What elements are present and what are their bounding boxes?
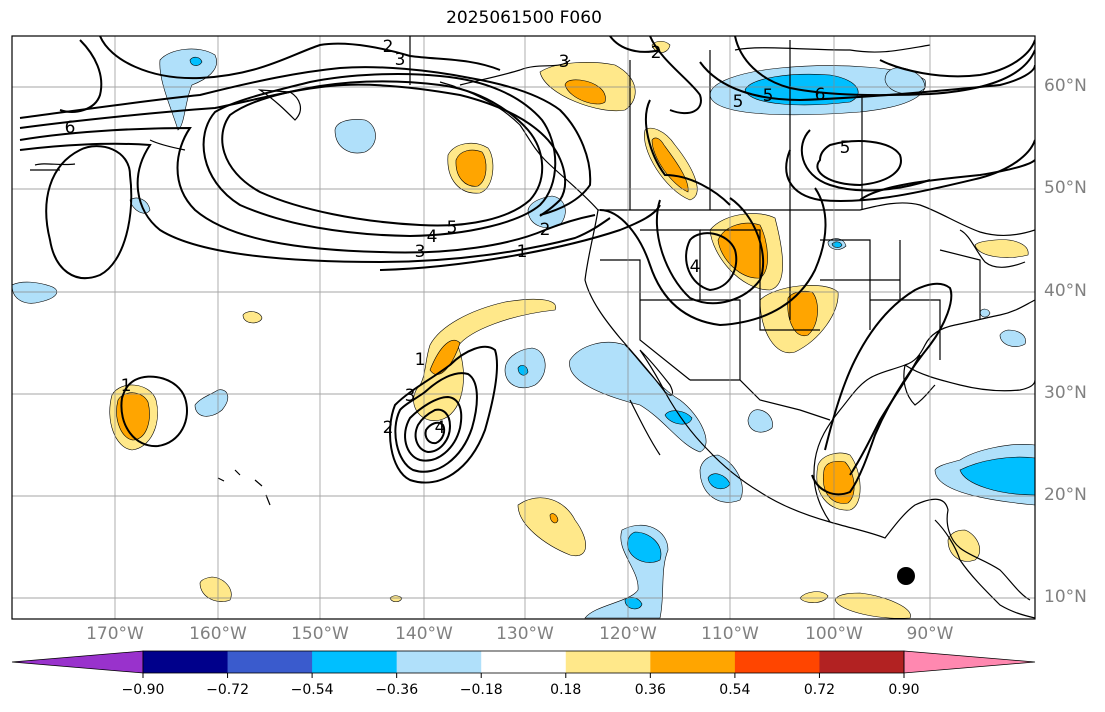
colorbar-segment: [227, 651, 313, 673]
colorbar-tick-label: −0.72: [206, 682, 249, 698]
contour-label: 5: [840, 138, 851, 158]
contour-label: 3: [415, 242, 426, 262]
contour-label: 3: [559, 52, 570, 72]
colorbar-extend-high: [903, 650, 1036, 674]
longitude-label: 150°W: [291, 624, 349, 644]
longitude-label: 140°W: [395, 624, 453, 644]
colorbar-tick-label: −0.18: [459, 682, 503, 698]
longitude-label: 90°W: [906, 624, 954, 644]
map-frame: [11, 35, 1036, 620]
longitude-label: 100°W: [805, 624, 863, 644]
contour-label: 6: [815, 85, 826, 105]
colorbar-segment: [819, 651, 905, 673]
location-marker: [897, 567, 915, 585]
colorbar-tick-label: −0.54: [290, 682, 334, 698]
contour-label: 5: [447, 218, 458, 238]
contour-label: 2: [651, 43, 662, 63]
colorbar-segment: [396, 651, 482, 673]
contour-label: 6: [65, 118, 76, 138]
longitude-label: 130°W: [496, 624, 554, 644]
colorbar-tick-label: 0.90: [888, 682, 920, 698]
contour-label: 4: [690, 257, 701, 277]
colorbar-tick-label: −0.90: [121, 682, 165, 698]
latitude-label: 10°N: [1044, 587, 1087, 607]
colorbar-segment: [565, 651, 651, 673]
contour-label: 3: [395, 50, 406, 70]
colorbar-segment: [143, 651, 229, 673]
longitude-label: 160°W: [189, 624, 247, 644]
colorbar-tick-label: 0.36: [634, 682, 666, 698]
latitude-label: 30°N: [1044, 383, 1087, 403]
latitude-label: 40°N: [1044, 281, 1087, 301]
map-title: 2025061500 F060: [446, 8, 602, 28]
contour-label: 5: [763, 86, 774, 106]
colorbar-tick-label: 0.18: [550, 682, 582, 698]
colorbar: [11, 650, 1036, 678]
colorbar-segment: [734, 651, 820, 673]
colorbar-tick-label: 0.54: [719, 682, 751, 698]
contour-label: 2: [383, 37, 394, 57]
contour-label: 4: [427, 227, 438, 247]
contour-label: 1: [517, 242, 528, 262]
contour-label: 2: [540, 220, 551, 240]
latitude-label: 60°N: [1044, 76, 1087, 96]
contour-label: 3: [405, 386, 416, 406]
colorbar-segment: [650, 651, 736, 673]
colorbar-tick-label: 0.72: [803, 682, 836, 698]
contour-lines: [19, 36, 1035, 496]
gridlines: [12, 36, 1035, 619]
colorbar-extend-low: [11, 650, 144, 674]
colorbar-outline: [142, 650, 905, 674]
contour-label: 1: [121, 376, 132, 396]
latitude-label: 20°N: [1044, 485, 1087, 505]
contour-label: 5: [733, 92, 744, 112]
contour-label: 4: [435, 418, 446, 438]
contour-label: 2: [383, 418, 394, 438]
colorbar-segment: [312, 651, 398, 673]
longitude-label: 170°W: [86, 624, 144, 644]
longitude-label: 120°W: [599, 624, 657, 644]
longitude-label: 110°W: [701, 624, 759, 644]
latitude-label: 50°N: [1044, 178, 1087, 198]
colorbar-tick-label: −0.36: [375, 682, 419, 698]
colorbar-segment: [481, 651, 567, 673]
contour-label: 1: [415, 350, 426, 370]
